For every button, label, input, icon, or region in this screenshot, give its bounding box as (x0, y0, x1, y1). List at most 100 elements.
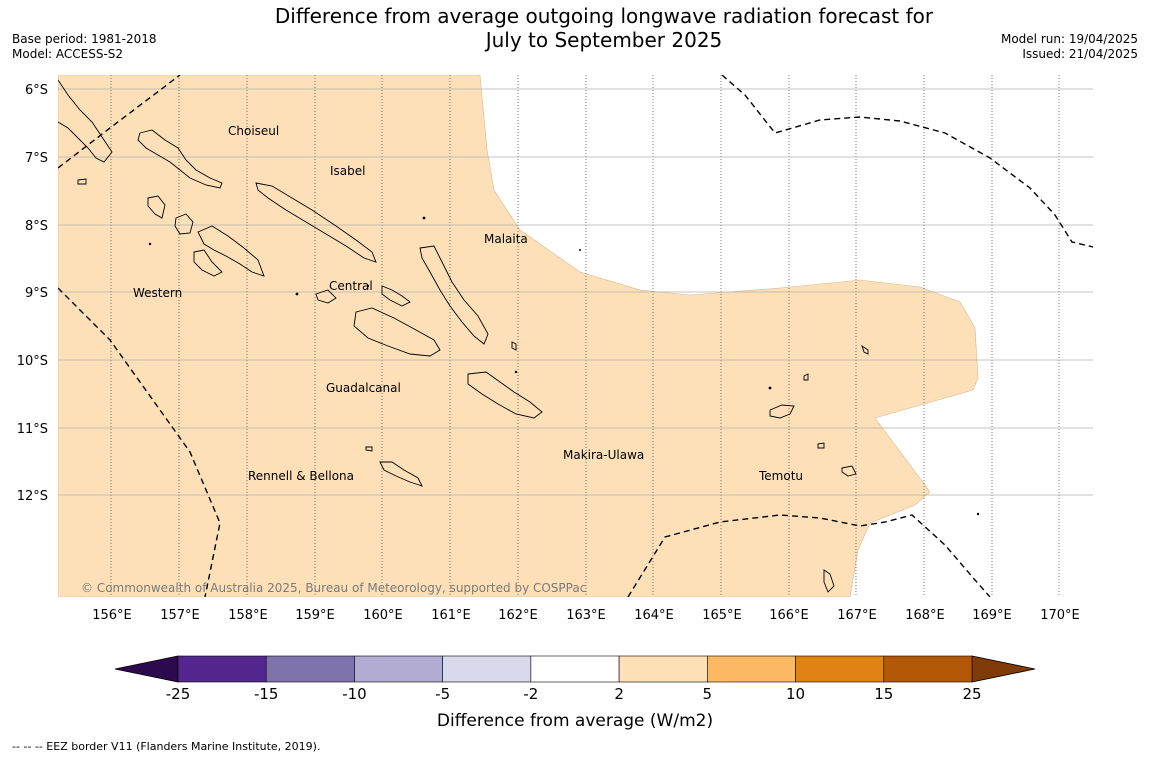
lon-tick: 167°E (837, 608, 877, 623)
colorbar-tick-label: 2 (614, 685, 624, 703)
small-islets (148, 216, 980, 516)
small-malaita-island (511, 341, 517, 351)
guadalcanal-island (353, 307, 441, 357)
islet (579, 249, 581, 251)
island-outlines (58, 79, 869, 593)
duff-islands (803, 373, 809, 381)
shortland-islands (77, 178, 87, 185)
province-labels: Choiseul Isabel Malaita Western Central … (133, 124, 803, 483)
eez-border-west (58, 287, 221, 597)
meta-right: Model run: 19/04/2025 Issued: 21/04/2025 (1001, 32, 1138, 62)
label-guadalcanal: Guadalcanal (326, 381, 401, 395)
label-makira-ulawa: Makira-Ulawa (563, 448, 644, 462)
colorbar-segment (354, 655, 443, 683)
bougainville-island (58, 79, 113, 163)
colorbar-tick-label: -10 (342, 685, 367, 703)
vanikoro-island (841, 465, 857, 477)
new-georgia-island (197, 225, 265, 277)
eez-border-south (627, 514, 991, 597)
islet (295, 292, 299, 296)
colorbar-segment (530, 655, 620, 683)
islet (422, 216, 426, 220)
rennell-island (379, 461, 423, 487)
eez-border-northeast (721, 75, 1093, 248)
colorbar-tick-label: -2 (523, 685, 538, 703)
colorbar-tick-label: 5 (703, 685, 713, 703)
issued-date: Issued: 21/04/2025 (1022, 47, 1138, 61)
lon-tick: 159°E (295, 608, 335, 623)
lat-tick: 11°S (17, 422, 48, 437)
lat-tick: 7°S (25, 151, 48, 166)
colorbar-segment (177, 655, 267, 683)
label-malaita: Malaita (484, 232, 528, 246)
reef-islands (861, 344, 869, 355)
colorbar-segment (795, 655, 885, 683)
lon-tick: 156°E (92, 608, 132, 623)
lon-tick: 157°E (160, 608, 200, 623)
colorbar-tick-label: -25 (166, 685, 191, 703)
lat-tick: 9°S (25, 286, 48, 301)
lon-tick: 160°E (363, 608, 403, 623)
model-run: Model run: 19/04/2025 (1000, 32, 1138, 46)
chart-title: Difference from average outgoing longwav… (0, 4, 1150, 52)
base-period: Base period: 1981-2018 (12, 32, 157, 46)
colorbar-tick-label: -5 (435, 685, 450, 703)
kolombangara-island (174, 213, 194, 235)
torres-islands (823, 569, 835, 593)
lon-tick: 162°E (498, 608, 538, 623)
utupua-island (817, 442, 825, 449)
colorbar-tick-label: 25 (962, 685, 981, 703)
bellona-island (365, 446, 373, 452)
colorbar-segment (442, 655, 532, 683)
russell-islands (381, 285, 411, 307)
vella-lavella-island (147, 195, 166, 219)
islet (366, 284, 370, 288)
colorbar-tick-labels: -25 -15 -10 -5 -2 2 5 10 15 25 (166, 685, 982, 703)
lon-tick: 161°E (431, 608, 471, 623)
lon-tick: 164°E (634, 608, 674, 623)
islet (148, 242, 152, 246)
lat-tick: 6°S (25, 83, 48, 98)
colorbar-tick-label: 10 (786, 685, 805, 703)
lon-tick: 169°E (972, 608, 1012, 623)
colorbar-segments (177, 655, 973, 683)
colorbar-tick-label: -15 (254, 685, 279, 703)
map-area: Choiseul Isabel Malaita Western Central … (58, 75, 1093, 597)
rendova-island (193, 249, 223, 277)
santa-isabel-island (255, 182, 377, 263)
islet (976, 512, 980, 516)
santa-cruz-island (769, 404, 795, 419)
eez-borders (58, 75, 1093, 597)
title-line-1: Difference from average outgoing longwav… (274, 4, 934, 28)
lon-tick: 158°E (228, 608, 268, 623)
nggela-islands (315, 289, 337, 304)
colorbar-segment (707, 655, 796, 683)
eez-border-png (58, 75, 181, 169)
colorbar-min-extension (114, 655, 179, 683)
parallel-lines (58, 88, 1093, 496)
longitude-labels: 156°E 157°E 158°E 159°E 160°E 161°E 162°… (92, 608, 1080, 623)
label-isabel: Isabel (330, 164, 365, 178)
label-western: Western (133, 286, 182, 300)
label-central: Central (329, 279, 373, 293)
malaita-island (419, 245, 489, 345)
title-line-2: July to September 2025 (485, 28, 723, 52)
label-choiseul: Choiseul (228, 124, 279, 138)
meta-left: Base period: 1981-2018 Model: ACCESS-S2 (12, 32, 157, 62)
lat-tick: 8°S (25, 219, 48, 234)
lon-tick: 168°E (905, 608, 945, 623)
colorbar-title: Difference from average (W/m2) (437, 711, 713, 731)
copyright-notice: © Commonwealth of Australia 2025, Bureau… (81, 581, 586, 595)
latitude-labels: 6°S 7°S 8°S 9°S 10°S 11°S 12°S (17, 83, 48, 504)
colorbar-segment (618, 655, 708, 683)
choiseul-island (137, 129, 223, 189)
islet (768, 386, 772, 390)
lon-tick: 163°E (566, 608, 606, 623)
colorbar-max-extension (971, 655, 1036, 683)
colorbar-segment (265, 655, 355, 683)
lon-tick: 166°E (769, 608, 809, 623)
makira-island (467, 371, 543, 419)
islet (514, 370, 518, 374)
colorbar-segment (883, 655, 973, 683)
